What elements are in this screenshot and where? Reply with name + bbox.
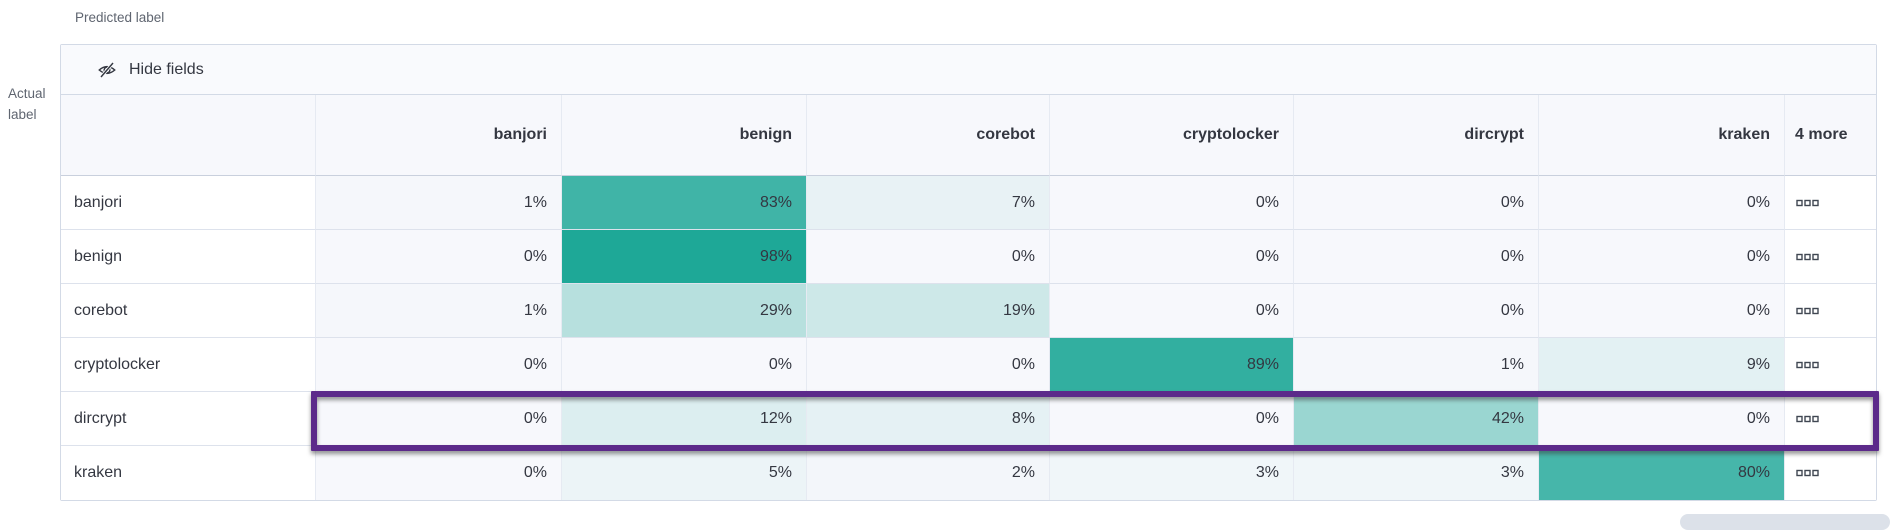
boxes-horizontal-icon <box>1796 469 1819 477</box>
row-label-banjori: banjori <box>61 176 316 230</box>
matrix-cell-kraken-dircrypt: 3% <box>1294 446 1539 500</box>
row-label-benign: benign <box>61 230 316 284</box>
column-header-kraken: kraken <box>1539 95 1785 176</box>
row-label-dircrypt: dircrypt <box>61 392 316 446</box>
matrix-cell-banjori-dircrypt: 0% <box>1294 176 1539 230</box>
column-header-corebot: corebot <box>807 95 1050 176</box>
confusion-matrix-table: Hide fields banjori benign corebot cryptolo… <box>60 44 1879 501</box>
eye-closed-icon <box>98 61 116 78</box>
row-label-cryptolocker: cryptolocker <box>61 338 316 392</box>
column-header-benign: benign <box>562 95 807 176</box>
matrix-cell-banjori-corebot: 7% <box>807 176 1050 230</box>
row-actions-button-corebot[interactable] <box>1785 284 1876 338</box>
row-actions-button-cryptolocker[interactable] <box>1785 338 1876 392</box>
column-header-banjori: banjori <box>316 95 562 176</box>
row-label-corebot: corebot <box>61 284 316 338</box>
matrix-cell-kraken-cryptolocker: 3% <box>1050 446 1294 500</box>
matrix-cell-kraken-kraken: 80% <box>1539 446 1785 500</box>
matrix-cell-benign-corebot: 0% <box>807 230 1050 284</box>
column-header-dircrypt: dircrypt <box>1294 95 1539 176</box>
matrix-cell-benign-banjori: 0% <box>316 230 562 284</box>
matrix-cell-cryptolocker-kraken: 9% <box>1539 338 1785 392</box>
matrix-cell-dircrypt-corebot: 8% <box>807 392 1050 446</box>
matrix-cell-banjori-kraken: 0% <box>1539 176 1785 230</box>
matrix-cell-dircrypt-banjori: 0% <box>316 392 562 446</box>
matrix-cell-benign-kraken: 0% <box>1539 230 1785 284</box>
matrix-cell-corebot-benign: 29% <box>562 284 807 338</box>
hide-fields-label: Hide fields <box>129 60 204 78</box>
matrix-cell-banjori-benign: 83% <box>562 176 807 230</box>
more-columns-header: 4 more <box>1785 95 1876 176</box>
row-label-kraken: kraken <box>61 446 316 500</box>
predicted-axis-label: Predicted label <box>75 10 165 25</box>
matrix-cell-corebot-corebot: 19% <box>807 284 1050 338</box>
row-actions-button-benign[interactable] <box>1785 230 1876 284</box>
hide-fields-button[interactable]: Hide fields <box>61 45 1876 95</box>
matrix-cell-dircrypt-benign: 12% <box>562 392 807 446</box>
matrix-grid: banjori benign corebot cryptolocker dircrypt… <box>61 95 1876 500</box>
matrix-cell-corebot-dircrypt: 0% <box>1294 284 1539 338</box>
matrix-cell-cryptolocker-cryptolocker: 89% <box>1050 338 1294 392</box>
matrix-cell-dircrypt-kraken: 0% <box>1539 392 1785 446</box>
matrix-cell-cryptolocker-corebot: 0% <box>807 338 1050 392</box>
matrix-cell-corebot-cryptolocker: 0% <box>1050 284 1294 338</box>
matrix-cell-kraken-corebot: 2% <box>807 446 1050 500</box>
row-actions-button-banjori[interactable] <box>1785 176 1876 230</box>
matrix-cell-kraken-banjori: 0% <box>316 446 562 500</box>
matrix-cell-banjori-cryptolocker: 0% <box>1050 176 1294 230</box>
matrix-cell-cryptolocker-benign: 0% <box>562 338 807 392</box>
boxes-horizontal-icon <box>1796 253 1819 260</box>
matrix-cell-banjori-banjori: 1% <box>316 176 562 230</box>
boxes-horizontal-icon <box>1796 415 1819 422</box>
matrix-cell-corebot-kraken: 0% <box>1539 284 1785 338</box>
row-actions-button-dircrypt[interactable] <box>1785 392 1876 446</box>
boxes-horizontal-icon <box>1796 199 1819 206</box>
matrix-cell-benign-benign: 98% <box>562 230 807 284</box>
matrix-cell-corebot-banjori: 1% <box>316 284 562 338</box>
matrix-corner-cell <box>61 95 316 176</box>
matrix-cell-cryptolocker-dircrypt: 1% <box>1294 338 1539 392</box>
column-header-cryptolocker: cryptolocker <box>1050 95 1294 176</box>
boxes-horizontal-icon <box>1796 361 1819 368</box>
matrix-cell-benign-cryptolocker: 0% <box>1050 230 1294 284</box>
horizontal-scrollbar-thumb[interactable] <box>1680 514 1890 530</box>
matrix-cell-dircrypt-dircrypt: 42% <box>1294 392 1539 446</box>
matrix-cell-cryptolocker-banjori: 0% <box>316 338 562 392</box>
matrix-cell-benign-dircrypt: 0% <box>1294 230 1539 284</box>
row-actions-button-kraken[interactable] <box>1785 446 1876 500</box>
matrix-cell-kraken-benign: 5% <box>562 446 807 500</box>
matrix-cell-dircrypt-cryptolocker: 0% <box>1050 392 1294 446</box>
actual-axis-label: Actual label <box>8 86 46 122</box>
boxes-horizontal-icon <box>1796 307 1819 314</box>
